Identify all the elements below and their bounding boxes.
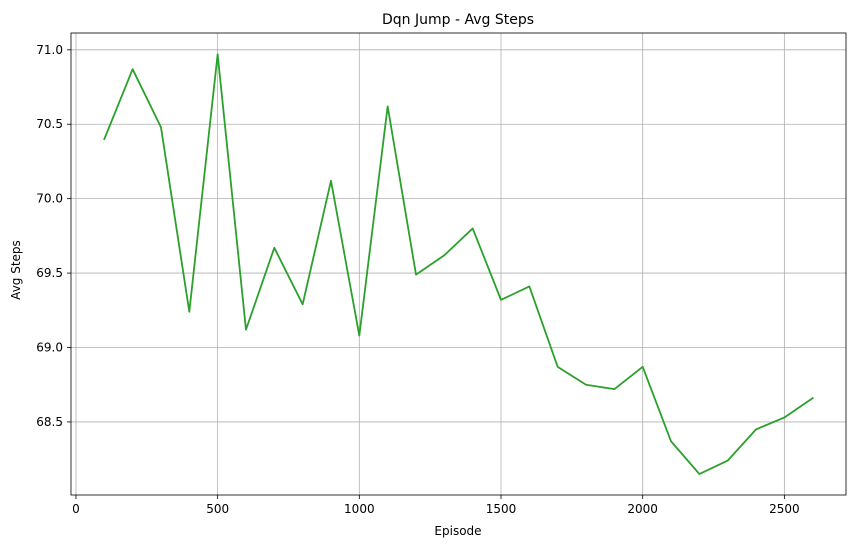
- x-tick-label: 2500: [769, 502, 800, 516]
- x-tick-label: 2000: [627, 502, 658, 516]
- grid: [71, 33, 846, 495]
- axes-frame: [70, 32, 847, 496]
- y-tick-label: 70.0: [36, 192, 63, 206]
- y-tick-label: 68.5: [36, 415, 63, 429]
- y-tick-label: 70.5: [36, 117, 63, 131]
- x-tick-label: 1500: [486, 502, 517, 516]
- x-axis-label: Episode: [434, 524, 481, 538]
- x-axis-ticks: 0 500 1000 1500 2000 2500: [72, 495, 800, 516]
- series-layer: [103, 53, 814, 475]
- y-tick-label: 69.5: [36, 266, 63, 280]
- x-tick-label: 0: [72, 502, 80, 516]
- series-line: [103, 53, 814, 475]
- x-tick-label: 500: [206, 502, 229, 516]
- y-axis-label: Avg Steps: [9, 240, 23, 300]
- x-tick-label: 1000: [344, 502, 375, 516]
- chart-title: Dqn Jump - Avg Steps: [382, 12, 534, 28]
- y-axis-ticks: 68.5 69.0 69.5 70.0 70.5 71.0: [36, 43, 71, 429]
- y-tick-label: 71.0: [36, 43, 63, 57]
- y-tick-label: 69.0: [36, 340, 63, 354]
